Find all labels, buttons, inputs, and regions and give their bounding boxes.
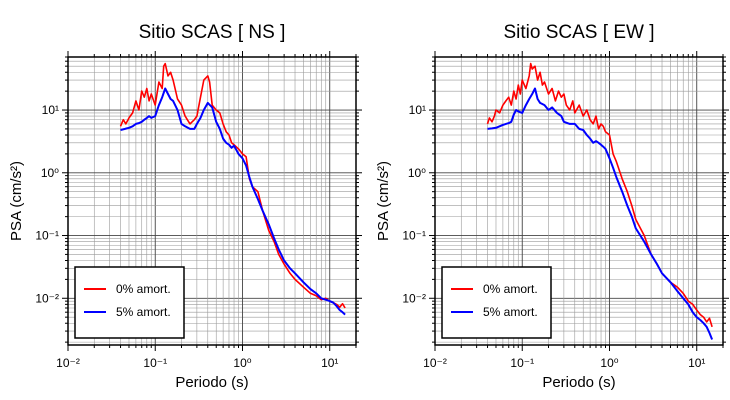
x-tick-label: 10⁰ bbox=[233, 356, 251, 370]
y-tick-label: 10⁰ bbox=[41, 166, 59, 180]
x-tick-label: 10⁻¹ bbox=[143, 356, 167, 370]
x-tick-label: 10⁻² bbox=[56, 356, 80, 370]
y-tick-label: 10¹ bbox=[409, 103, 426, 117]
plot-frame bbox=[434, 56, 724, 346]
y-tick-labels: 10⁻² 10⁻¹ 10⁰ 10¹ bbox=[402, 103, 426, 305]
chart-title: Sitio SCAS [ NS ] bbox=[139, 22, 286, 43]
legend-label-0: 0% amort. bbox=[483, 282, 538, 296]
y-tick-label: 10⁻¹ bbox=[402, 229, 426, 243]
x-tick-label: 10⁻¹ bbox=[510, 356, 534, 370]
series-line-0 bbox=[119, 62, 346, 309]
x-axis-label: Periodo (s) bbox=[542, 374, 615, 391]
x-tick-labels: 10⁻² 10⁻¹ 10⁰ 10¹ bbox=[56, 356, 338, 370]
legend-label-1: 5% amort. bbox=[116, 305, 171, 319]
legend-box bbox=[441, 266, 552, 339]
legend-label-0: 0% amort. bbox=[116, 282, 171, 296]
x-axis-label: Periodo (s) bbox=[175, 374, 248, 391]
legend: 0% amort. 5% amort. bbox=[74, 266, 185, 339]
series-lines bbox=[486, 62, 714, 340]
x-tick-label: 10⁻² bbox=[423, 356, 447, 370]
series-line-1 bbox=[120, 87, 346, 316]
x-tick-label: 10¹ bbox=[688, 356, 705, 370]
y-tick-label: 10⁻¹ bbox=[35, 229, 59, 243]
y-axis-label: PSA (cm/s²) bbox=[8, 161, 25, 241]
series-lines bbox=[119, 62, 346, 316]
y-axis-label: PSA (cm/s²) bbox=[375, 161, 392, 241]
y-tick-label: 10⁰ bbox=[408, 166, 426, 180]
series-line-1 bbox=[487, 87, 714, 340]
ticks bbox=[62, 51, 362, 351]
plot-frame bbox=[67, 56, 357, 346]
chart-title: Sitio SCAS [ EW ] bbox=[504, 22, 655, 43]
x-tick-label: 10¹ bbox=[321, 356, 338, 370]
x-tick-labels: 10⁻² 10⁻¹ 10⁰ 10¹ bbox=[423, 356, 705, 370]
chart-panel-ew: Sitio SCAS [ EW ] 10⁻² 10⁻¹ 10⁰ 10¹ 10⁻²10⁻… bbox=[375, 22, 729, 391]
y-tick-label: 10¹ bbox=[42, 103, 59, 117]
legend-label-1: 5% amort. bbox=[483, 305, 538, 319]
legend: 0% amort. 5% amort. bbox=[441, 266, 552, 339]
legend-box bbox=[74, 266, 185, 339]
ticks bbox=[429, 51, 729, 351]
x-tick-label: 10⁰ bbox=[600, 356, 618, 370]
y-tick-label: 10⁻² bbox=[402, 291, 426, 305]
y-tick-label: 10⁻² bbox=[35, 291, 59, 305]
y-tick-labels: 10⁻² 10⁻¹ 10⁰ 10¹ bbox=[35, 103, 59, 305]
chart-panel-ns: Sitio SCAS [ NS ] 10⁻² 10⁻¹ 10⁰ 10¹ 10⁻²10⁻… bbox=[8, 22, 362, 391]
